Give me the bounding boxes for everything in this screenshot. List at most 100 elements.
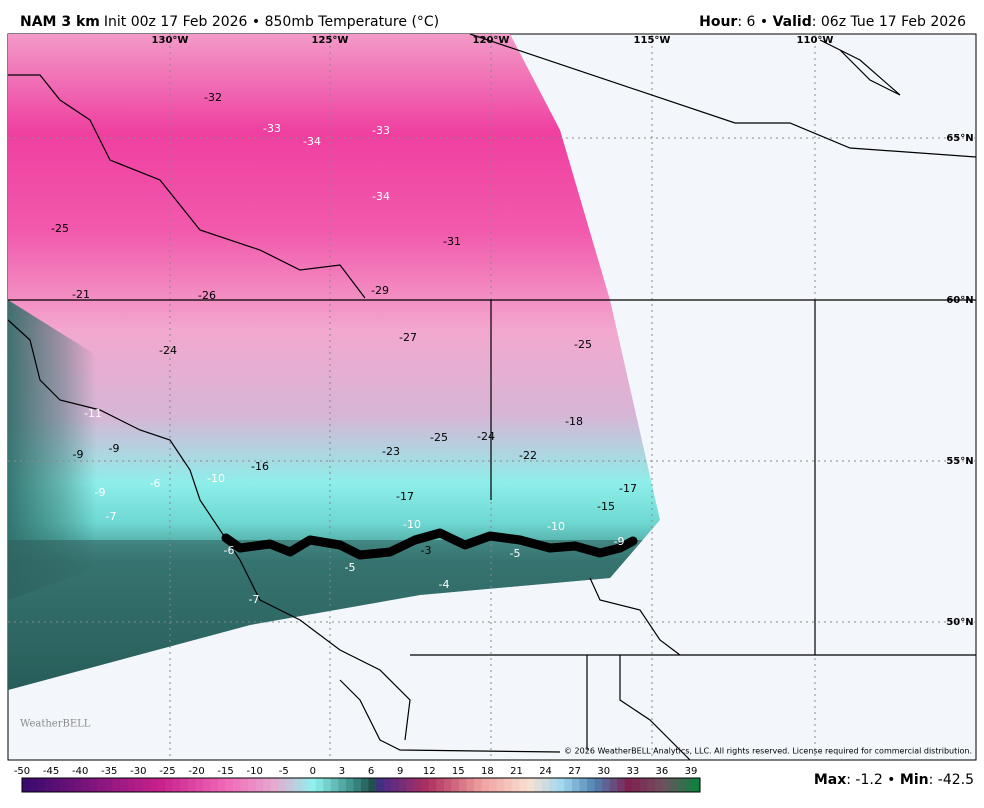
colorbar-tick-label: 18 [481, 766, 494, 777]
colorbar-swatch [624, 778, 633, 792]
colorbar-swatch [669, 778, 678, 792]
colorbar-swatch [59, 778, 68, 792]
colorbar-swatch [617, 778, 626, 792]
temperature-label: -18 [565, 415, 583, 428]
temperature-label: -17 [619, 482, 637, 495]
colorbar-swatch [436, 778, 445, 792]
colorbar-tick-label: -25 [159, 766, 175, 777]
colorbar-tick-label: -5 [279, 766, 289, 777]
temperature-label: -25 [430, 431, 448, 444]
max: : -1.2 • [846, 772, 900, 788]
colorbar-swatch [549, 778, 558, 792]
colorbar-swatch [391, 778, 400, 792]
longitude-label: 120°W [473, 35, 510, 46]
colorbar-swatch [300, 778, 309, 792]
colorbar-swatch [89, 778, 98, 792]
graticule-labels: 130°W 125°W 120°W 115°W 110°W 65°N 60°N 55°N 50°… [152, 35, 974, 628]
colorbar-tick-label: 9 [397, 766, 403, 777]
colorbar-swatch [225, 778, 234, 792]
colorbar-swatch [44, 778, 53, 792]
colorbar-swatch [74, 778, 83, 792]
temperature-label: -27 [399, 331, 417, 344]
longitude-label: 110°W [797, 35, 834, 46]
valid-label: Valid [773, 14, 812, 30]
colorbar-swatch [104, 778, 113, 792]
footer-stats: Max: -1.2 • Min: -42.5 [814, 772, 974, 788]
colorbar-swatch [466, 778, 475, 792]
colorbar-swatch [413, 778, 422, 792]
colorbar-swatch [639, 778, 648, 792]
colorbar-swatch [150, 778, 159, 792]
temperature-label: -9 [614, 535, 625, 548]
temperature-label: -23 [382, 445, 400, 458]
temperature-label: -11 [84, 407, 102, 420]
colorbar-swatch [443, 778, 452, 792]
colorbar-swatch [142, 778, 151, 792]
colorbar-swatch [368, 778, 377, 792]
colorbar-swatch [270, 778, 279, 792]
colorbar-swatch [541, 778, 550, 792]
temperature-label: -26 [198, 289, 216, 302]
colorbar-swatch [684, 778, 693, 792]
temperature-label: -10 [403, 518, 421, 531]
colorbar-tick-label: 21 [510, 766, 523, 777]
colorbar-swatch [451, 778, 460, 792]
temperature-label: -6 [224, 544, 235, 557]
temperature-label: -10 [547, 520, 565, 533]
colorbar-tick-label: -45 [43, 766, 59, 777]
colorbar-swatch [278, 778, 287, 792]
colorbar-swatch [52, 778, 61, 792]
temperature-label: -32 [204, 91, 222, 104]
description: Init 00z 17 Feb 2026 • 850mb Temperature… [104, 14, 439, 30]
colorbar-swatch [526, 778, 535, 792]
colorbar-swatch [564, 778, 573, 792]
colorbar-swatch [112, 778, 121, 792]
colorbar-tick-label: 30 [597, 766, 610, 777]
temperature-label: -16 [251, 460, 269, 473]
colorbar-tick-label: -30 [130, 766, 146, 777]
colorbar-swatch [308, 778, 317, 792]
colorbar-swatch [165, 778, 174, 792]
colorbar-outline [21, 777, 701, 793]
temperature-label: -34 [303, 135, 321, 148]
temperature-label: -9 [109, 442, 120, 455]
colorbar-swatch [180, 778, 189, 792]
colorbar-swatch [345, 778, 354, 792]
graticule [8, 34, 976, 760]
latitude-label: 50°N [946, 617, 973, 628]
colorbar-swatch [579, 778, 588, 792]
colorbar-swatch [67, 778, 76, 792]
colorbar-swatch [632, 778, 641, 792]
colorbar-swatch [232, 778, 241, 792]
colorbar-swatch [187, 778, 196, 792]
copyright: © 2026 WeatherBELL Analytics, LLC. All r… [564, 747, 972, 756]
colorbar-tick-label: -10 [247, 766, 263, 777]
temperature-label: -6 [150, 477, 161, 490]
colorbar-swatch [338, 778, 347, 792]
colorbar: -50 -45 -40 -35 -30 -25 -20 -15 -10 -5 0 3 6 9 12 15 18 2… [14, 766, 701, 793]
colorbar-tick-label: -40 [72, 766, 88, 777]
longitude-label: 125°W [312, 35, 349, 46]
temperature-label: -22 [519, 449, 537, 462]
temperature-label: -10 [207, 472, 225, 485]
valid: : 06z Tue 17 Feb 2026 [812, 14, 966, 30]
colorbar-swatch [255, 778, 264, 792]
min-label: Min [900, 772, 929, 788]
colorbar-tick-label: 33 [626, 766, 639, 777]
latitude-label: 60°N [946, 295, 973, 306]
colorbar-swatch [353, 778, 362, 792]
colorbar-swatch [458, 778, 467, 792]
temperature-label: -25 [574, 338, 592, 351]
colorbar-swatch [692, 778, 701, 792]
colorbar-tick-label: -20 [188, 766, 204, 777]
colorbar-swatch [248, 778, 257, 792]
temperature-label: -9 [73, 448, 84, 461]
colorbar-swatch [587, 778, 596, 792]
colorbar-swatch [240, 778, 249, 792]
latitude-label: 65°N [946, 133, 973, 144]
temperature-label: -21 [72, 288, 90, 301]
colorbar-swatch [202, 778, 211, 792]
header-right: Hour: 6 • Valid: 06z Tue 17 Feb 2026 [699, 14, 966, 30]
